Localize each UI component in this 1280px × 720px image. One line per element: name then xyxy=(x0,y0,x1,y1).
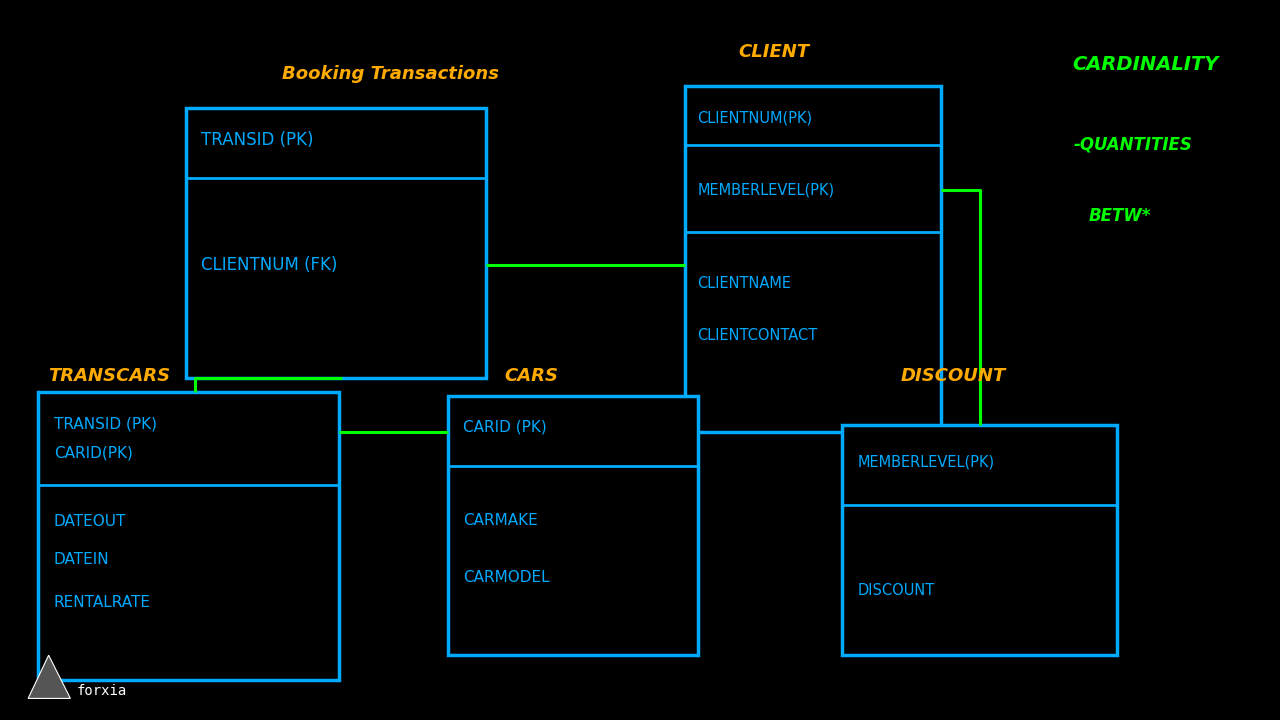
Text: BETW*: BETW* xyxy=(1089,207,1151,225)
Text: Booking Transactions: Booking Transactions xyxy=(282,65,499,83)
Text: TRANSID (PK): TRANSID (PK) xyxy=(54,417,156,431)
Text: DATEOUT: DATEOUT xyxy=(54,515,127,529)
Text: RENTALRATE: RENTALRATE xyxy=(54,595,151,610)
Text: CLIENT: CLIENT xyxy=(739,43,810,61)
Text: CARS: CARS xyxy=(504,367,558,385)
Text: -QUANTITIES: -QUANTITIES xyxy=(1074,135,1192,153)
FancyBboxPatch shape xyxy=(448,396,698,655)
Text: MEMBERLEVEL(PK): MEMBERLEVEL(PK) xyxy=(858,454,995,469)
Text: CARDINALITY: CARDINALITY xyxy=(1073,55,1219,74)
Polygon shape xyxy=(28,655,70,698)
Text: CLIENTNAME: CLIENTNAME xyxy=(698,276,791,291)
Text: DISCOUNT: DISCOUNT xyxy=(901,367,1006,385)
Text: TRANSID (PK): TRANSID (PK) xyxy=(201,132,314,150)
Text: MEMBERLEVEL(PK): MEMBERLEVEL(PK) xyxy=(698,183,835,197)
Text: CARMAKE: CARMAKE xyxy=(463,513,538,528)
Text: CARMODEL: CARMODEL xyxy=(463,570,550,585)
Text: CARID(PK): CARID(PK) xyxy=(54,446,133,460)
Text: TRANSCARS: TRANSCARS xyxy=(47,367,170,385)
Text: DATEIN: DATEIN xyxy=(54,552,109,567)
Text: CLIENTNUM(PK): CLIENTNUM(PK) xyxy=(698,110,813,125)
Text: DISCOUNT: DISCOUNT xyxy=(858,583,934,598)
FancyBboxPatch shape xyxy=(685,86,941,432)
Text: CLIENTNUM (FK): CLIENTNUM (FK) xyxy=(201,256,338,274)
FancyBboxPatch shape xyxy=(186,108,486,378)
Text: CARID (PK): CARID (PK) xyxy=(463,420,547,435)
FancyBboxPatch shape xyxy=(842,425,1117,655)
Text: CLIENTCONTACT: CLIENTCONTACT xyxy=(698,328,818,343)
Text: forxia: forxia xyxy=(77,684,127,698)
FancyBboxPatch shape xyxy=(38,392,339,680)
